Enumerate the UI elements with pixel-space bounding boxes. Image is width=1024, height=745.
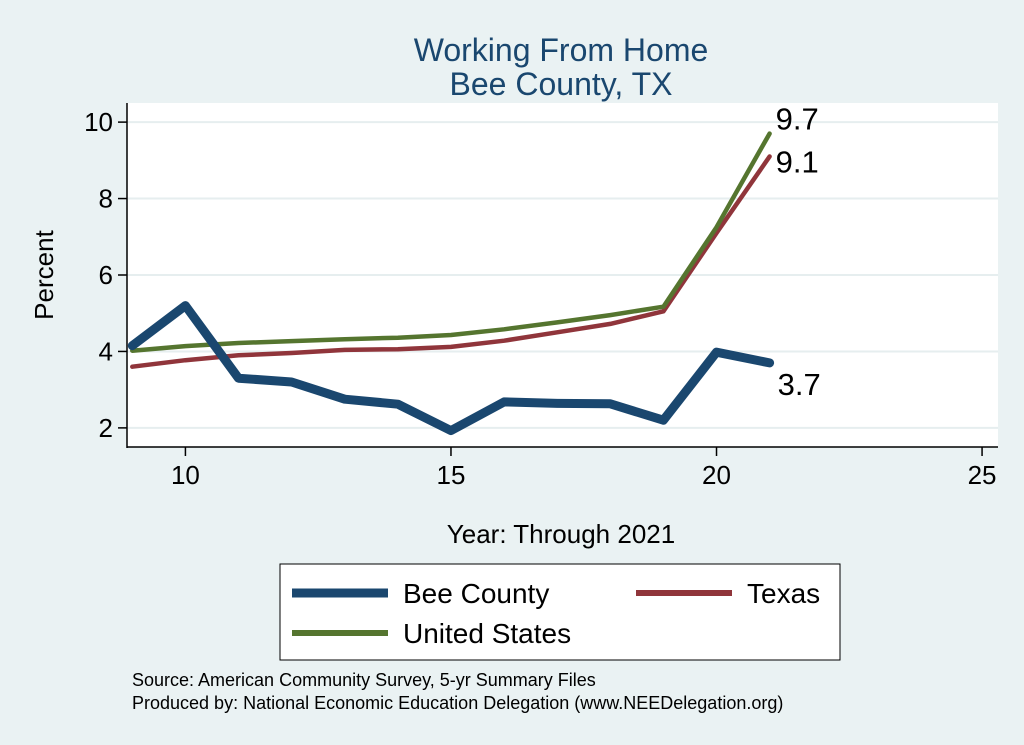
legend-box (279, 563, 841, 661)
source-notes: Source: American Community Survey, 5-yr … (132, 670, 783, 713)
gridlines (127, 121, 998, 429)
produced-by-note: Produced by: National Economic Education… (132, 693, 783, 713)
y-axis-title: Percent (29, 229, 59, 319)
legend-label-united-states: United States (403, 618, 571, 649)
x-tick-label-15: 15 (437, 460, 466, 490)
y-tick-label-8: 8 (99, 184, 113, 214)
legend: Bee County Texas United States (279, 563, 841, 661)
chart-subtitle: Bee County, TX (450, 66, 673, 102)
series-layer (127, 131, 775, 436)
chart-title: Working From Home (414, 32, 709, 68)
end-label-united-states: 9.7 (776, 102, 819, 137)
x-tick-label-20: 20 (702, 460, 731, 490)
y-tick-label-6: 6 (99, 260, 113, 290)
legend-label-bee-county: Bee County (403, 578, 549, 609)
end-label-texas: 9.1 (776, 145, 819, 180)
end-label-bee-county: 3.7 (778, 367, 821, 402)
legend-label-texas: Texas (747, 578, 820, 609)
chart-title-group: Working From Home Bee County, TX (414, 32, 709, 102)
axes: 2 4 6 8 10 10 15 20 25 (84, 103, 998, 490)
y-tick-label-2: 2 (99, 413, 113, 443)
source-note: Source: American Community Survey, 5-yr … (132, 670, 596, 690)
x-tick-label-10: 10 (171, 460, 200, 490)
series-line-united-states (130, 131, 772, 353)
x-axis-title: Year: Through 2021 (447, 519, 675, 549)
x-tick-label-25: 25 (968, 460, 997, 490)
end-labels: 3.7 9.1 9.7 (776, 102, 821, 402)
series-line-texas (130, 154, 772, 369)
y-tick-label-10: 10 (84, 107, 113, 137)
series-line-bee-county (127, 301, 775, 436)
y-tick-label-4: 4 (99, 336, 113, 366)
